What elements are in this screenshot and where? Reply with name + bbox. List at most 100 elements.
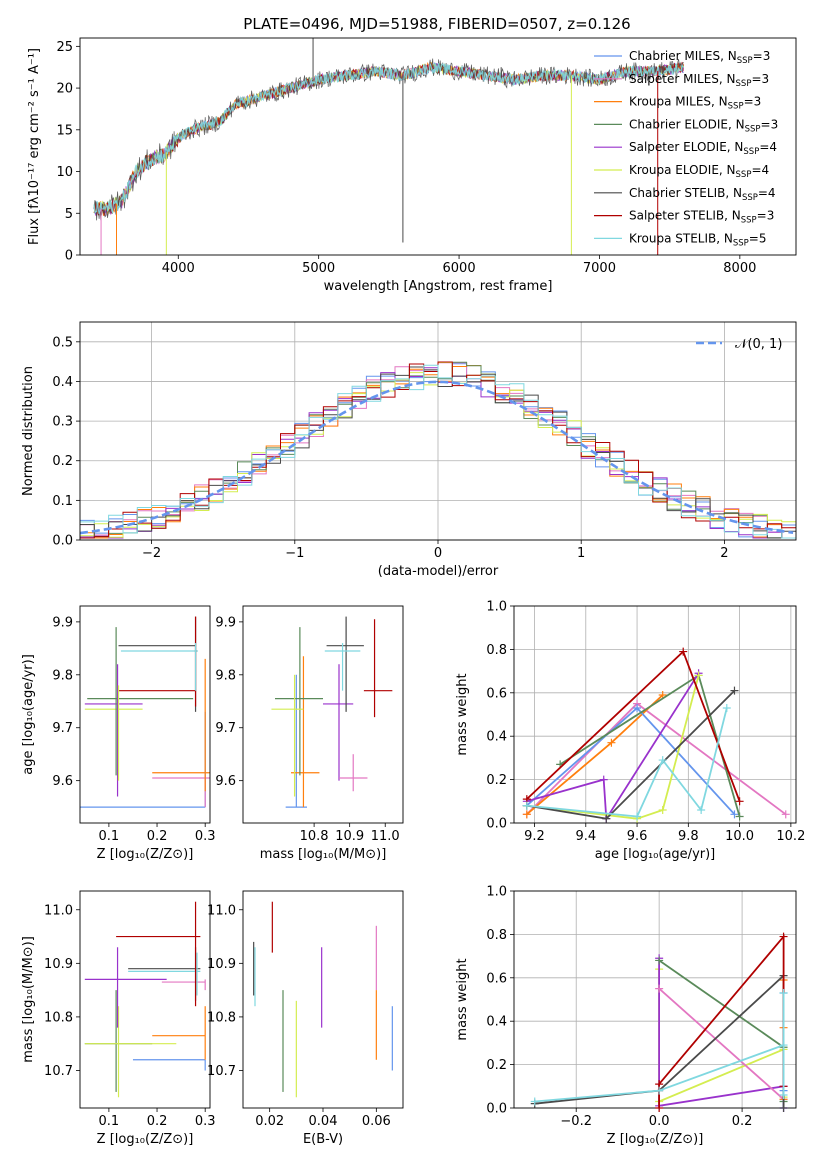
weight-marker	[522, 810, 531, 819]
y-tick-label: 25	[56, 40, 73, 55]
x-tick-label: 9.6	[627, 829, 648, 844]
axes-frame	[513, 890, 797, 1109]
y-tick-label: 10.9	[44, 957, 73, 972]
legend-label: Chabrier STELIB, NSSP=4	[629, 186, 776, 203]
y-tick-label: 9.7	[215, 721, 236, 736]
x-tick-label: 8000	[723, 261, 756, 276]
x-tick-label: 10.2	[776, 829, 805, 844]
y-tick-label: 9.9	[52, 615, 73, 630]
legend-label: Kroupa STELIB, NSSP=5	[629, 231, 767, 248]
x-axis-label: E(B-V)	[303, 1132, 343, 1147]
y-tick-label: 0.2	[486, 773, 507, 788]
y-tick-label: 1.0	[486, 600, 507, 615]
spectrum-line	[93, 61, 684, 214]
x-tick-label: 6000	[443, 261, 476, 276]
legend-label: Chabrier MILES, NSSP=3	[629, 49, 770, 66]
weight-marker	[633, 703, 642, 712]
y-tick-label: 11.0	[207, 903, 236, 918]
axes-frame	[79, 37, 797, 256]
weight-marker	[530, 1097, 539, 1106]
panel-age_vs_z: 0.1 0.2 0.3 9.6 9.7 9.8 9.9 Z [log₁₀(Z/Z⊙)] age …	[21, 605, 216, 862]
y-tick-label: 0.6	[486, 971, 507, 986]
y-tick-label: 9.6	[52, 774, 73, 789]
y-tick-label: 0.6	[486, 686, 507, 701]
x-tick-label: −2	[142, 546, 161, 561]
legend-label: Salpeter STELIB, NSSP=3	[629, 209, 774, 226]
x-tick-label: 1	[577, 546, 585, 561]
weight-line	[526, 675, 700, 820]
y-tick-label: 0.0	[486, 1102, 507, 1117]
y-tick-label: 0.4	[486, 730, 507, 745]
y-tick-label: 0.8	[486, 643, 507, 658]
y-tick-label: 10.9	[207, 957, 236, 972]
x-axis-label: wavelength [Angstrom, rest frame]	[324, 279, 553, 294]
x-tick-label: −0.2	[560, 1114, 592, 1129]
legend-label: Salpeter ELODIE, NSSP=4	[629, 140, 777, 157]
y-tick-label: 0.4	[486, 1015, 507, 1030]
x-tick-label: 7000	[583, 261, 616, 276]
y-axis-label: mass weight	[455, 673, 470, 755]
weight-marker	[735, 797, 744, 806]
x-axis-label: mass [log₁₀(M/M⊙)]	[260, 847, 387, 862]
y-tick-label: 0.0	[52, 534, 73, 549]
weight-marker	[679, 647, 688, 656]
weight-line	[526, 702, 787, 816]
y-tick-label: 0.3	[52, 415, 73, 430]
y-tick-label: 15	[56, 123, 73, 138]
weight-line	[658, 959, 785, 1102]
panel-mass_vs_ebv: 0.02 0.04 0.06 10.7 10.8 10.9 11.0 E(B-V)	[207, 890, 404, 1147]
weight-marker	[722, 703, 731, 712]
x-tick-label: 10.0	[725, 829, 754, 844]
y-tick-label: 9.6	[215, 774, 236, 789]
y-tick-label: 5	[65, 207, 73, 222]
y-tick-label: 10.7	[207, 1064, 236, 1079]
x-tick-label: 0.3	[195, 829, 216, 844]
legend-label: Chabrier ELODIE, NSSP=3	[629, 117, 778, 134]
axes-frame	[79, 890, 211, 1109]
x-tick-label: 0.06	[362, 1114, 391, 1129]
weight-marker	[655, 1104, 664, 1112]
weight-marker	[781, 810, 790, 819]
x-tick-label: 10.8	[300, 829, 329, 844]
weight-marker	[779, 1090, 788, 1099]
y-tick-label: 0.4	[52, 375, 73, 390]
x-tick-label: 9.8	[678, 829, 699, 844]
y-tick-label: 9.9	[215, 615, 236, 630]
x-tick-label: 9.2	[524, 829, 545, 844]
x-tick-label: 0.1	[99, 829, 120, 844]
x-tick-label: 0.04	[309, 1114, 338, 1129]
weight-marker	[522, 801, 531, 810]
x-tick-label: 0	[434, 546, 442, 561]
legend: Chabrier MILES, NSSP=3 Salpeter MILES, NS…	[594, 49, 778, 248]
x-tick-label: 0.0	[649, 1114, 670, 1129]
weight-marker	[730, 810, 739, 819]
weight-marker	[694, 671, 703, 680]
panel-weight_vs_age: 9.2 9.4 9.6 9.8 10.0 10.2 0.0 0.2 0.4 0.6 0.8 1.0 ag…	[455, 600, 805, 863]
axes-frame	[513, 605, 797, 824]
weight-line	[526, 707, 728, 818]
weight-line	[526, 672, 700, 822]
x-tick-label: 2	[720, 546, 728, 561]
legend-label: 𝒩(0, 1)	[735, 337, 782, 352]
weight-line	[559, 673, 741, 817]
axes-frame	[242, 890, 404, 1109]
y-axis-label: Flux [fλ10⁻¹⁷ erg cm⁻² s⁻¹ A⁻¹]	[27, 48, 42, 245]
y-tick-label: 10.8	[44, 1010, 73, 1025]
y-axis-label: mass [log₁₀(M/M⊙)]	[21, 936, 36, 1063]
y-tick-label: 20	[56, 82, 73, 97]
spectrum-line	[93, 62, 685, 215]
panel-age_vs_mass: 10.8 10.9 11.0 9.6 9.7 9.8 9.9 mass [log₁₀(M/M⊙…	[215, 605, 404, 862]
figure-title: PLATE=0496, MJD=51988, FIBERID=0507, z=0…	[243, 15, 630, 33]
weight-marker	[730, 686, 739, 695]
x-tick-label: 4000	[162, 261, 195, 276]
weight-marker	[633, 812, 642, 821]
weight-marker	[655, 984, 664, 993]
panel-mass_vs_z: 0.1 0.2 0.3 10.7 10.8 10.9 11.0 Z [log₁₀(Z/Z⊙)]…	[21, 890, 216, 1147]
y-tick-label: 1.0	[486, 885, 507, 900]
x-tick-label: 0.2	[732, 1114, 753, 1129]
x-tick-label: 9.4	[575, 829, 596, 844]
x-tick-label: 5000	[302, 261, 335, 276]
y-tick-label: 0.8	[486, 928, 507, 943]
panel-weight_vs_z: −0.2 0.0 0.2 0.0 0.2 0.4 0.6 0.8 1.0 Z [log₁₀(Z/Z…	[455, 885, 797, 1147]
